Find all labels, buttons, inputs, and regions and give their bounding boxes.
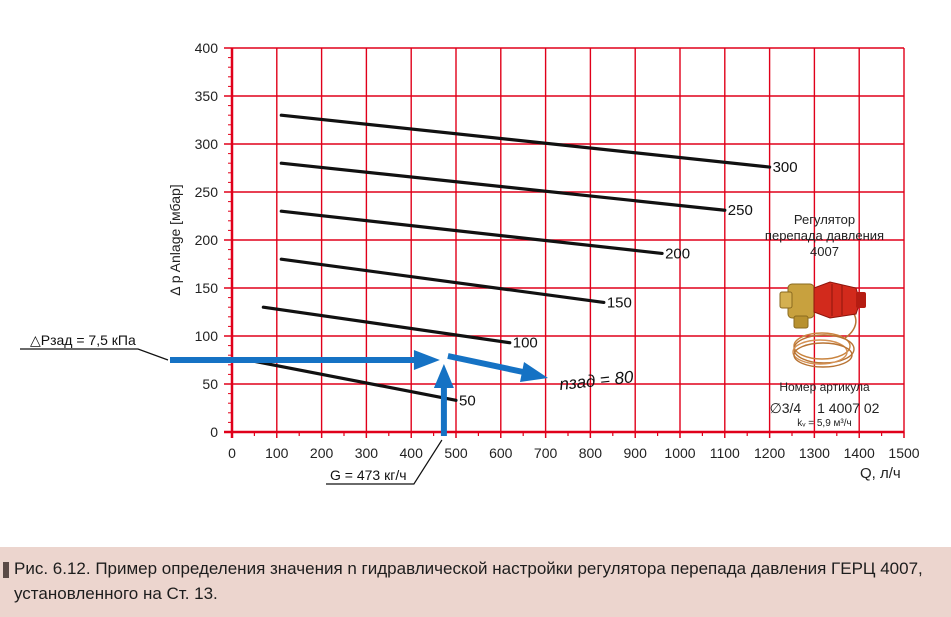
x-tick-label: 900: [624, 445, 648, 461]
product-title-line-2: перепада давления: [764, 228, 885, 243]
series-label-300: 300: [773, 159, 798, 176]
annotation-layer: △Рзад = 7,5 кПа G = 473 кг/ч nзад = 80: [20, 332, 635, 485]
g-value-label: G = 473 кг/ч: [330, 467, 407, 483]
series-label-50: 50: [459, 392, 476, 409]
x-tick-label: 600: [489, 445, 513, 461]
x-tick-label: 500: [444, 445, 468, 461]
caption-bar: Рис. 6.12. Пример определения значения n…: [0, 547, 951, 617]
figure-caption: Рис. 6.12. Пример определения значения n…: [14, 559, 923, 603]
y-tick-label: 400: [195, 40, 219, 56]
x-tick-label: 800: [579, 445, 603, 461]
n-set-label: nзад = 80: [558, 367, 634, 394]
product-kv: kᵥ = 5,9 м³/ч: [797, 418, 852, 429]
x-tick-label: 300: [355, 445, 379, 461]
y-tick-label: 200: [195, 232, 219, 248]
series-layer: 50 100 150 200 250 300: [246, 113, 798, 409]
x-tick-label: 200: [310, 445, 334, 461]
y-tick-label: 50: [202, 376, 218, 392]
series-line-50: [246, 358, 458, 402]
series-label-150: 150: [607, 294, 632, 311]
series-line-250: [279, 161, 727, 212]
product-title: Регулятор перепада давления 4007: [752, 212, 897, 260]
product-article-label: Номер артикула: [779, 380, 870, 394]
product-article-row: ∅3/4 1 4007 02: [752, 400, 897, 417]
chart-panel: 0 100 200 300 400 500 600 700 800 900 1000 1100 1200…: [8, 8, 943, 538]
dp-leader: [20, 348, 169, 361]
product-title-line-1: Регулятор: [793, 212, 856, 227]
y-tick-label: 100: [195, 328, 219, 344]
n-arrow-head: [520, 362, 548, 382]
x-axis-label: Q, л/ч: [860, 465, 901, 482]
x-tick-label: 1100: [710, 445, 740, 461]
y-tick-label: 250: [195, 184, 219, 200]
series-line-200: [279, 209, 664, 256]
n-arrow-line: [447, 353, 529, 376]
product-info: Регулятор перепада давления 4007: [752, 204, 897, 438]
dp-arrow-head: [413, 350, 440, 370]
product-size: ∅3/4: [769, 400, 802, 416]
series-label-250: 250: [728, 202, 753, 219]
tick-labels: 0 100 200 300 400 500 600 700 800 900 1000 1100 1200…: [167, 40, 920, 482]
g-arrow-head: [433, 364, 454, 388]
caption-marker: [3, 562, 9, 578]
x-tick-label: 1000: [664, 445, 695, 461]
dp-set-label: △Рзад = 7,5 кПа: [30, 332, 136, 348]
x-tick-label: 1300: [799, 445, 830, 461]
y-tick-label: 0: [210, 424, 218, 440]
x-tick-label: 1200: [754, 445, 785, 461]
g-leader: [326, 439, 443, 485]
y-tick-label: 350: [195, 88, 219, 104]
y-tick-label: 150: [195, 280, 219, 296]
series-line-150: [279, 257, 606, 304]
x-tick-label: 400: [400, 445, 424, 461]
x-tick-label: 0: [228, 445, 236, 461]
pressure-regulator-valve-icon: [770, 266, 880, 376]
chart-plot: 0 100 200 300 400 500 600 700 800 900 1000 1100 1200…: [20, 40, 920, 485]
y-axis-label: Δ p Anlage [мбар]: [167, 184, 183, 295]
series-line-100: [261, 305, 512, 345]
series-line-300: [279, 113, 772, 169]
grid-layer: [224, 47, 905, 438]
x-tick-label: 700: [534, 445, 558, 461]
x-tick-label: 1400: [844, 445, 875, 461]
x-tick-label: 100: [265, 445, 289, 461]
product-article-number: 1 4007 02: [817, 400, 880, 416]
series-label-100: 100: [513, 335, 538, 352]
product-title-line-3: 4007: [810, 244, 839, 259]
x-tick-label: 1500: [888, 445, 919, 461]
y-tick-label: 300: [195, 136, 219, 152]
series-label-200: 200: [665, 245, 690, 262]
